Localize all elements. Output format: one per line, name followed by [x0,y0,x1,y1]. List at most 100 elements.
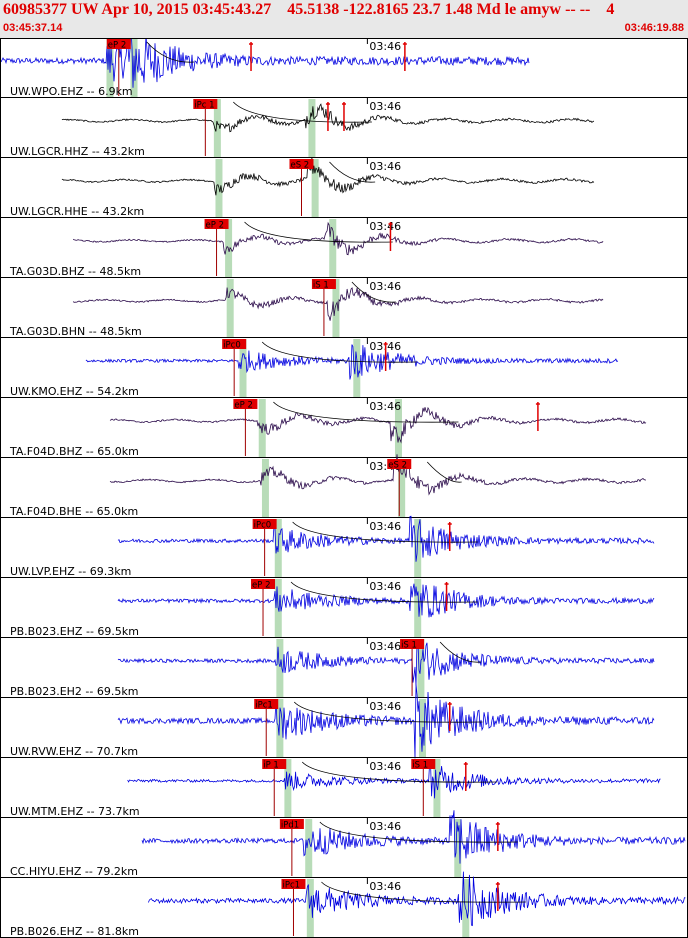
s-window [454,819,462,877]
pick-label: iS 1 [313,281,329,291]
waveform [117,684,655,759]
plot-frame [0,38,688,938]
pick-label: iP 1 [263,761,279,771]
arrival-curve [244,221,393,243]
end-time: 03:46:19.88 [624,22,684,34]
pick2-flag [411,759,436,769]
pick-flag [252,519,277,529]
pick-label: eP 2 [108,41,126,51]
pick-label: eS 2 [388,461,407,471]
trace-row: 03:46 eS 2 UW.LGCR.HHE -- 43.2km [0,157,688,218]
trace-row: 03:46 iPc 1 UW.LGCR.HHZ -- 43.2km [0,98,688,158]
p-window [261,459,269,517]
minute-tick-label: 03:46 [369,700,401,713]
minute-tick-label: 03:46 [369,640,401,653]
waveform [61,157,595,196]
pick-flag [106,39,131,49]
s-window [414,519,422,577]
trace-row: 03:46 iPc1 UW.RVW.EHZ -- 70.7km [0,684,688,759]
minute-tick-label: 03:46 [369,100,401,113]
trace-label: UW.LGCR.HHZ -- 43.2km [10,145,145,158]
s-window [311,159,319,217]
pick-flag [281,879,306,889]
arrival-curve [293,701,483,723]
trace-label: PB.B023.EHZ -- 69.5km [10,625,139,638]
seismogram-plot: 03:46 eP 2 UW.WPO.EHZ -- 6.9km 03:46 iPc 1 UW… [0,38,688,938]
trace-row: 03:46 iPc1 PB.B026.EHZ -- 81.8km [0,871,688,938]
pick-label: iPc1 [282,881,300,891]
waveform [141,810,686,864]
trace-label: UW.RVW.EHZ -- 70.7km [10,745,138,758]
arrival-curve [426,461,462,483]
pick-flag [204,219,229,229]
pick-flag [400,639,425,649]
start-time: 03:45:37.14 [3,22,63,34]
s-window [329,219,337,277]
pick-flag [193,99,218,109]
trace-row: 03:46 eP 2 PB.B023.EHZ -- 69.5km [0,578,688,638]
pick-flag [254,699,279,709]
p-window [284,759,292,817]
s-window [130,39,138,97]
minute-tick-label: 03:46 [369,580,401,593]
arrival-curve [146,41,195,63]
arrival-curve [301,761,497,783]
arrival-curve [329,161,376,183]
trace-row: 03:46 iP 1 iS 1 UW.MTM.EHZ -- 73.7km [0,758,688,818]
s-window [332,279,340,337]
pick-flag [251,579,276,589]
s-window [414,579,422,637]
pick-label: iPc 1 [194,101,214,111]
s-window [417,639,425,697]
trace-row: 03:46 iS 1 PB.B023.EH2 -- 69.5km [0,638,688,698]
minute-tick-label: 03:46 [369,400,401,413]
p-window [306,879,314,937]
minute-tick-label: 03:46 [369,820,401,833]
pick-label: iPc1 [255,701,273,711]
p-window [239,339,247,397]
trace-row: 03:46 iPc0 UW.LVP.EHZ -- 69.3km [0,515,688,578]
arrival-curve [351,281,396,303]
pick-label: iPc0 [223,341,241,351]
trace-label: UW.LVP.EHZ -- 69.3km [10,565,131,578]
minute-tick-label: 03:46 [369,280,401,293]
trace-label: TA.F04D.BHE -- 65.0km [9,505,138,518]
pick-flag [289,159,314,169]
pick-flag [222,339,247,349]
pick-label: iS 1 [401,641,417,651]
trace-label: UW.KMO.EHZ -- 54.2km [10,385,139,398]
arrival-curve [319,821,518,843]
pick-label: eP 2 [252,581,270,591]
trace-label: UW.WPO.EHZ -- 6.9km [10,85,133,98]
arrival-curve [261,341,417,363]
arrival-curve [273,401,459,423]
s-window [353,339,361,397]
trace-label: TA.G03D.BHN -- 48.5km [9,325,142,338]
trace-row: 03:46 eP 2 UW.WPO.EHZ -- 6.9km [0,38,688,98]
p-window [276,639,284,697]
s-window [394,399,402,457]
waveform [117,641,655,686]
waveform [72,221,604,256]
trace-label: TA.G03D.BHZ -- 48.5km [9,265,141,278]
s-window [398,459,406,517]
p-window [213,99,221,157]
s-window [308,99,316,157]
pick-label: iPd1 [281,821,299,831]
p-window [276,699,284,757]
trace-row: 03:46 eP 2 TA.G03D.BHZ -- 48.5km [0,218,688,278]
pick-flag [262,759,287,769]
p-window [305,819,313,877]
waveform [0,38,530,88]
waveform [109,406,647,444]
waveform [117,515,655,562]
trace-row: 03:46 iPd1 CC.HIYU.EHZ -- 79.2km [0,810,688,878]
pick-flag [311,279,336,289]
minute-tick-label: 03:46 [369,520,401,533]
trace-label: UW.MTM.EHZ -- 73.7km [10,805,140,818]
event-header: 60985377 UW Apr 10, 2015 03:45:43.27 45.… [0,0,688,38]
arrival-curve [321,881,526,903]
arrival-curve [292,521,478,543]
